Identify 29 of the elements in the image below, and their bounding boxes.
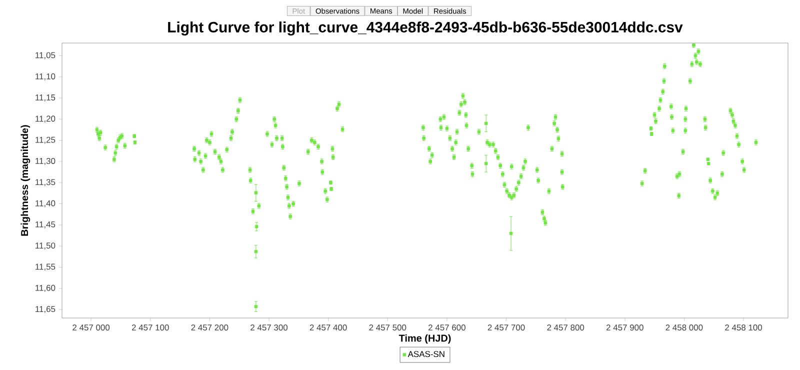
- y-tick-label: 11,40: [36, 200, 56, 208]
- y-tick-label: 11,50: [36, 242, 56, 250]
- x-tick-label: 2 457 000: [72, 324, 110, 331]
- y-tick-label: 11,30: [36, 158, 56, 165]
- y-tick-label: 11,15: [36, 94, 56, 102]
- x-tick-label: 2 457 300: [250, 324, 288, 331]
- y-tick-label: 11,35: [36, 179, 56, 186]
- x-tick-label: 2 457 100: [132, 324, 169, 331]
- x-tick-label: 2 457 800: [547, 324, 584, 331]
- x-tick-label: 2 457 900: [606, 324, 644, 331]
- y-tick-label: 11,60: [36, 284, 56, 292]
- y-tick-label: 11,20: [36, 116, 56, 123]
- legend-label: ASAS-SN: [408, 351, 444, 358]
- y-tick-label: 11,25: [36, 136, 56, 144]
- y-axis-title: Brightness (magnitude): [20, 125, 30, 236]
- x-tick-label: 2 457 400: [310, 324, 347, 331]
- y-tick-label: 11,55: [36, 264, 56, 271]
- x-tick-label: 2 458 100: [725, 324, 762, 331]
- y-tick-label: 11,45: [36, 221, 56, 228]
- y-tick-label: 11,05: [36, 52, 56, 60]
- x-axis-title: Time (HJD): [398, 334, 451, 344]
- y-tick-label: 11,10: [36, 73, 56, 80]
- x-tick-label: 2 457 200: [191, 324, 228, 331]
- chart-title: Light Curve for light_curve_4344e8f8-2493-45db-b636-55de30014ddc.csv: [168, 22, 683, 36]
- x-tick-label: 2 458 000: [666, 324, 703, 331]
- y-tick-label: 11,65: [36, 306, 56, 314]
- x-tick-label: 2 457 700: [488, 324, 525, 331]
- x-tick-label: 2 457 600: [428, 324, 466, 331]
- x-tick-label: 2 457 500: [369, 324, 406, 331]
